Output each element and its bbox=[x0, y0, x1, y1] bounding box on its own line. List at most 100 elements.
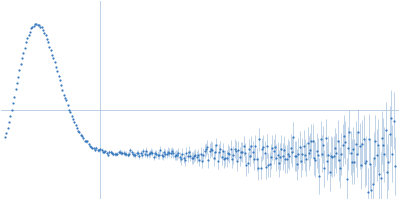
Point bbox=[282, 157, 288, 161]
Point bbox=[239, 150, 246, 154]
Point bbox=[190, 157, 196, 160]
Point bbox=[93, 146, 100, 149]
Point bbox=[385, 160, 392, 163]
Point bbox=[157, 148, 164, 151]
Point bbox=[160, 154, 166, 158]
Point bbox=[44, 38, 50, 41]
Point bbox=[289, 151, 295, 154]
Point bbox=[224, 156, 230, 160]
Point bbox=[148, 150, 154, 153]
Point bbox=[214, 159, 221, 162]
Point bbox=[114, 152, 120, 155]
Point bbox=[274, 154, 281, 157]
Point bbox=[84, 140, 90, 143]
Point bbox=[201, 149, 208, 153]
Point bbox=[2, 135, 8, 139]
Point bbox=[384, 170, 390, 173]
Point bbox=[158, 153, 165, 156]
Point bbox=[208, 147, 214, 150]
Point bbox=[127, 149, 134, 152]
Point bbox=[338, 153, 345, 156]
Point bbox=[259, 148, 265, 151]
Point bbox=[254, 158, 260, 161]
Point bbox=[363, 159, 369, 162]
Point bbox=[306, 151, 312, 154]
Point bbox=[76, 130, 83, 134]
Point bbox=[310, 139, 316, 143]
Point bbox=[145, 153, 152, 156]
Point bbox=[162, 152, 169, 155]
Point bbox=[110, 153, 116, 156]
Point bbox=[382, 128, 389, 131]
Point bbox=[75, 129, 81, 133]
Point bbox=[321, 167, 328, 170]
Point bbox=[31, 24, 37, 27]
Point bbox=[179, 152, 186, 155]
Point bbox=[150, 155, 157, 158]
Point bbox=[186, 151, 192, 154]
Point bbox=[333, 151, 340, 155]
Point bbox=[390, 119, 397, 122]
Point bbox=[11, 96, 18, 99]
Point bbox=[174, 154, 180, 157]
Point bbox=[14, 81, 20, 84]
Point bbox=[60, 93, 67, 96]
Point bbox=[58, 84, 64, 87]
Point bbox=[105, 153, 111, 156]
Point bbox=[33, 22, 40, 26]
Point bbox=[104, 151, 110, 154]
Point bbox=[67, 110, 74, 113]
Point bbox=[38, 26, 45, 29]
Point bbox=[270, 150, 277, 153]
Point bbox=[66, 108, 72, 111]
Point bbox=[71, 120, 78, 124]
Point bbox=[194, 155, 200, 159]
Point bbox=[108, 150, 114, 154]
Point bbox=[126, 152, 132, 155]
Point bbox=[94, 148, 101, 152]
Point bbox=[192, 153, 199, 156]
Point bbox=[78, 133, 84, 136]
Point bbox=[281, 148, 287, 151]
Point bbox=[50, 56, 56, 59]
Point bbox=[226, 153, 232, 156]
Point bbox=[350, 148, 356, 151]
Point bbox=[314, 149, 320, 152]
Point bbox=[182, 159, 188, 162]
Point bbox=[48, 49, 54, 52]
Point bbox=[250, 150, 256, 154]
Point bbox=[352, 142, 359, 146]
Point bbox=[23, 41, 29, 44]
Point bbox=[379, 136, 385, 139]
Point bbox=[287, 147, 294, 150]
Point bbox=[375, 144, 381, 147]
Point bbox=[206, 149, 213, 152]
Point bbox=[82, 140, 88, 143]
Point bbox=[221, 158, 227, 161]
Point bbox=[80, 137, 86, 140]
Point bbox=[32, 22, 38, 25]
Point bbox=[90, 146, 97, 150]
Point bbox=[336, 159, 342, 162]
Point bbox=[117, 150, 123, 153]
Point bbox=[34, 23, 41, 26]
Point bbox=[388, 117, 394, 120]
Point bbox=[356, 144, 363, 148]
Point bbox=[40, 29, 46, 32]
Point bbox=[332, 146, 338, 150]
Point bbox=[242, 152, 248, 155]
Point bbox=[195, 153, 201, 157]
Point bbox=[291, 154, 298, 158]
Point bbox=[272, 146, 278, 149]
Point bbox=[240, 145, 247, 148]
Point bbox=[360, 137, 367, 140]
Point bbox=[340, 143, 346, 147]
Point bbox=[276, 162, 282, 165]
Point bbox=[123, 152, 130, 155]
Point bbox=[25, 33, 32, 36]
Point bbox=[218, 156, 225, 159]
Point bbox=[52, 60, 58, 63]
Point bbox=[72, 124, 79, 127]
Point bbox=[183, 151, 190, 154]
Point bbox=[19, 57, 25, 60]
